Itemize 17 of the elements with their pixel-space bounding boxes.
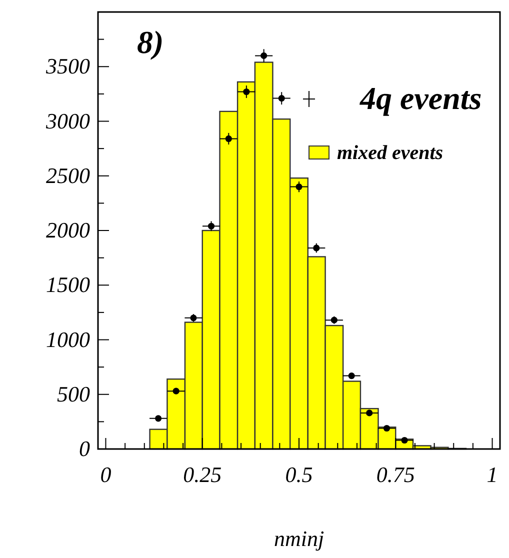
- legend-label: mixed events: [337, 142, 444, 164]
- annotation: 8): [137, 24, 164, 60]
- y-tick-label: 3000: [45, 108, 90, 134]
- x-tick-label: 0.75: [376, 462, 415, 487]
- x-tick-label: 0.5: [285, 462, 313, 487]
- legend-label: 4q events: [359, 80, 482, 116]
- y-tick-label: 0: [79, 436, 90, 461]
- x-axis-title: nminj: [274, 526, 324, 551]
- x-tick-label: 0.25: [183, 462, 222, 487]
- y-tick-label: 2000: [46, 218, 90, 242]
- x-tick-label: 1: [486, 462, 498, 487]
- y-tick-label: 500: [57, 381, 90, 406]
- y-tick-label: 1000: [46, 326, 90, 352]
- y-tick-label: 3500: [45, 54, 90, 79]
- y-tick-label: 2500: [46, 162, 90, 188]
- y-tick-label: 1500: [46, 272, 90, 298]
- x-tick-label: 0: [100, 462, 112, 487]
